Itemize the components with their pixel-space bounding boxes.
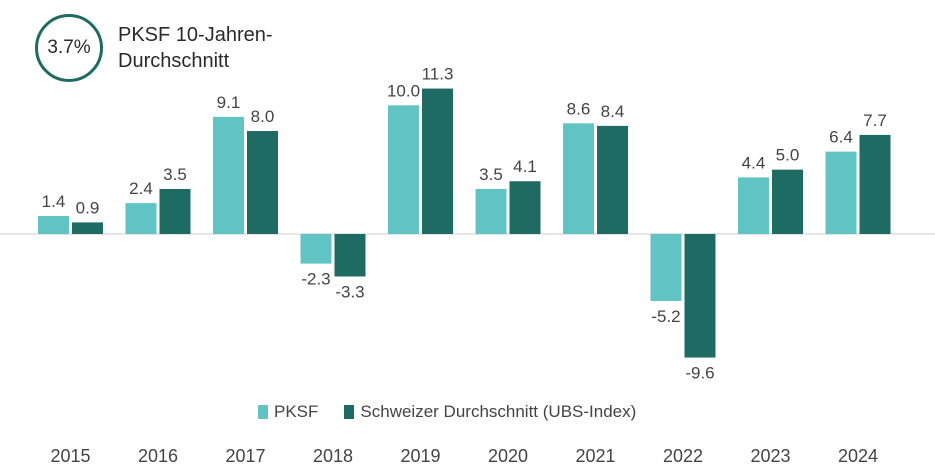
bar-pksf-2020 [475,188,507,234]
x-tick-label-2018: 2018 [313,446,353,466]
data-label-pksf-2020: 3.5 [479,165,503,184]
data-label-pksf-2024: 6.4 [829,128,853,147]
x-tick-label-2019: 2019 [400,446,440,466]
x-tick-label-2022: 2022 [663,446,703,466]
legend-label-ubs: Schweizer Durchschnitt (UBS-Index) [360,402,637,421]
bar-ubs-2023 [772,169,803,234]
data-label-ubs-2018: -3.3 [335,282,364,301]
bar-pksf-2021 [563,123,594,234]
data-label-ubs-2016: 3.5 [163,165,187,184]
bar-ubs-2020 [509,181,541,234]
data-label-pksf-2017: 9.1 [217,93,241,112]
legend-item-pksf: PKSF [258,402,318,422]
data-label-pksf-2023: 4.4 [742,153,766,172]
data-label-ubs-2015: 0.9 [76,198,100,217]
bar-pksf-2015 [38,215,69,234]
x-tick-label-2024: 2024 [838,446,878,466]
legend-swatch-pksf [258,405,268,419]
data-label-ubs-2024: 7.7 [863,111,887,130]
bar-ubs-2015 [72,222,103,234]
data-label-pksf-2018: -2.3 [301,270,330,289]
data-label-ubs-2017: 8.0 [251,107,275,126]
data-label-ubs-2019: 11.3 [422,65,454,84]
data-label-pksf-2015: 1.4 [42,192,66,211]
x-tick-label-2021: 2021 [575,446,615,466]
x-tick-label-2016: 2016 [138,446,178,466]
data-label-ubs-2020: 4.1 [513,157,537,176]
data-label-pksf-2022: -5.2 [651,307,680,326]
bar-pksf-2023 [738,177,769,234]
bar-ubs-2022 [684,234,716,358]
bar-pksf-2022 [650,234,682,301]
bar-pksf-2016 [125,203,157,234]
legend-item-ubs: Schweizer Durchschnitt (UBS-Index) [344,402,636,422]
bar-pksf-2017 [213,116,244,234]
bar-ubs-2018 [334,234,366,277]
x-tick-label-2020: 2020 [488,446,528,466]
bar-ubs-2019 [422,88,453,234]
legend: PKSF Schweizer Durchschnitt (UBS-Index) [258,402,662,422]
data-label-pksf-2021: 8.6 [567,99,591,118]
average-label: PKSF 10-Jahren-Durchschnitt [118,24,273,72]
bar-ubs-2017 [247,131,278,234]
data-label-pksf-2019: 10.0 [387,81,420,100]
average-badge: 3.7% [35,14,103,82]
data-label-ubs-2023: 5.0 [776,146,800,165]
data-label-pksf-2016: 2.4 [129,179,153,198]
bar-ubs-2021 [597,125,628,234]
data-label-ubs-2022: -9.6 [685,364,714,383]
bar-pksf-2018 [300,234,332,264]
data-label-ubs-2021: 8.4 [601,102,625,121]
bar-pksf-2019 [388,105,419,234]
average-value: 3.7% [47,37,91,58]
x-tick-label-2017: 2017 [225,446,265,466]
legend-swatch-ubs [344,405,355,419]
bar-pksf-2024 [825,151,857,234]
bar-ubs-2016 [159,188,191,234]
legend-label-pksf: PKSF [274,402,319,421]
x-tick-label-2023: 2023 [750,446,790,466]
bar-ubs-2024 [859,134,891,234]
x-tick-label-2015: 2015 [50,446,90,466]
